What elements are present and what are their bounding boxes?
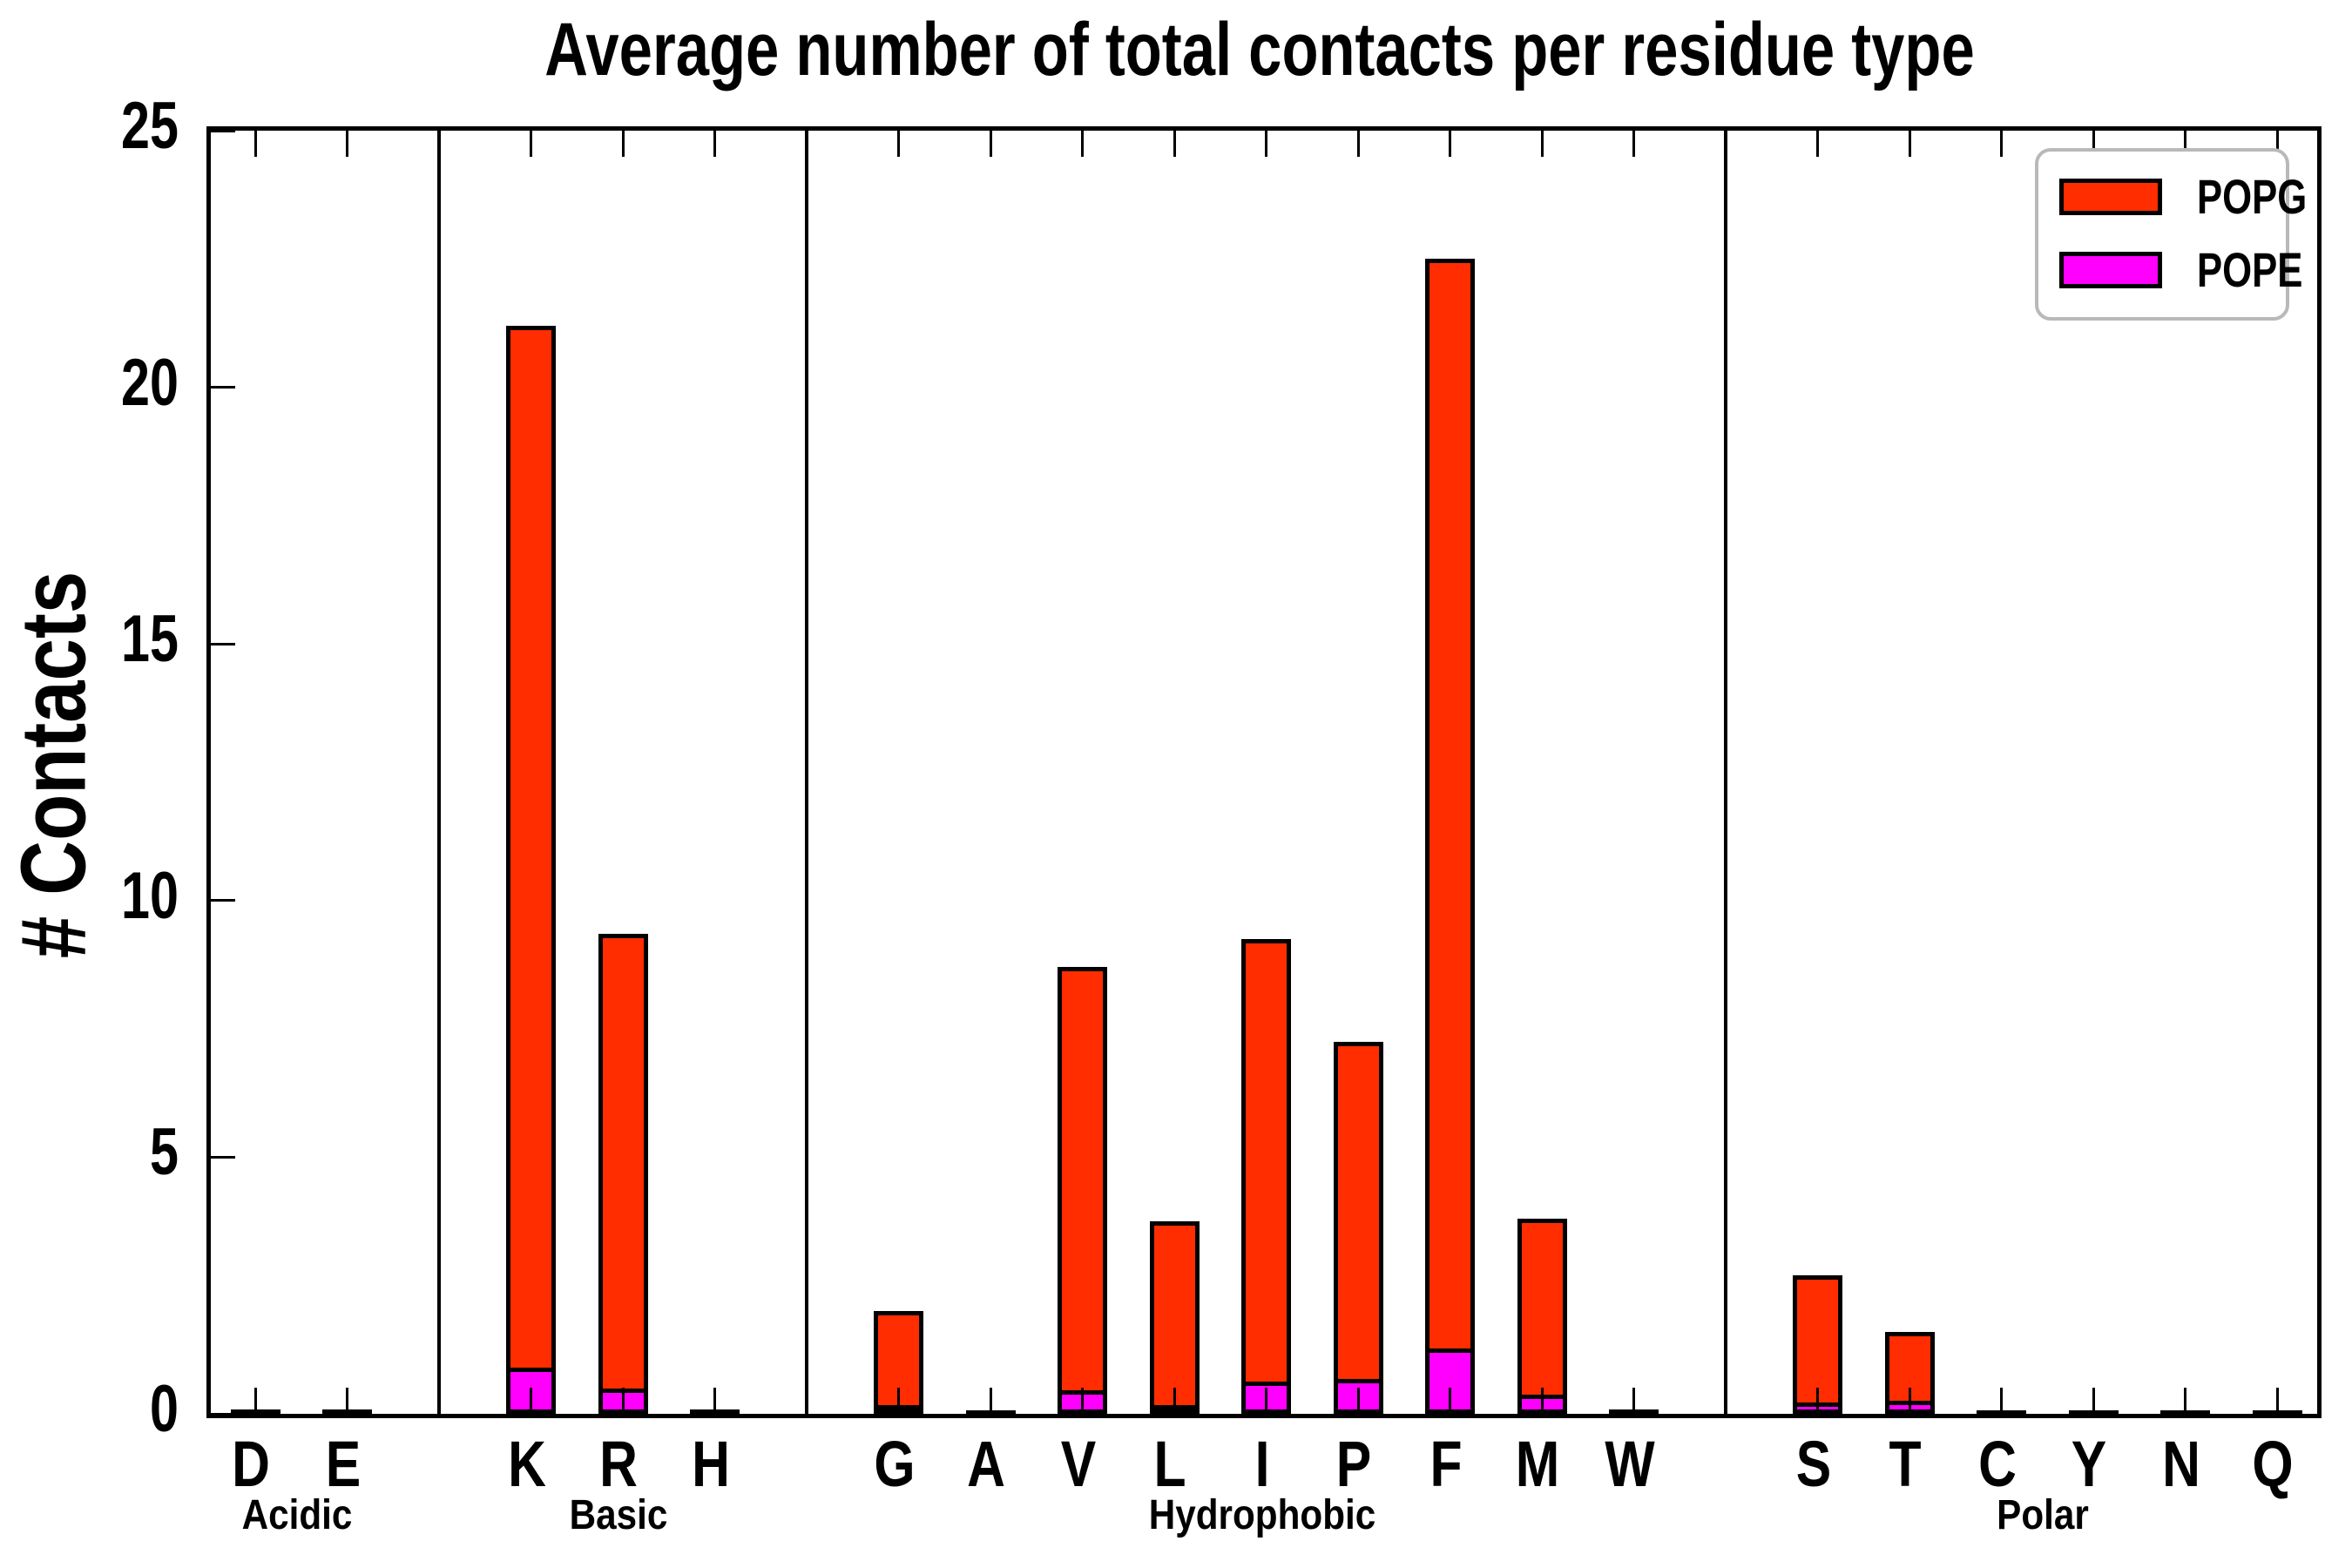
group-separator-1	[805, 131, 808, 1414]
x-tick-top-E	[346, 131, 348, 157]
x-tick-bottom-M	[1540, 1388, 1544, 1414]
y-tick-label-20: 20	[121, 345, 179, 420]
x-tick-top-S	[1816, 131, 1819, 157]
x-tick-top-I	[1265, 131, 1267, 157]
bar-popg-F	[1425, 259, 1475, 1414]
x-tick-top-T	[1908, 131, 1911, 157]
x-tick-label-R: R	[599, 1428, 638, 1500]
bar-popg-R	[598, 934, 648, 1414]
y-tick-25	[211, 129, 235, 132]
x-tick-top-Q	[2275, 131, 2279, 157]
x-tick-bottom-Q	[2275, 1388, 2279, 1414]
x-tick-label-I: I	[1254, 1428, 1269, 1500]
x-tick-bottom-V	[1081, 1388, 1084, 1414]
legend-item-pope: POPE	[2059, 246, 2302, 294]
x-tick-top-M	[1540, 131, 1544, 157]
x-tick-top-F	[1449, 131, 1451, 157]
y-tick-0	[211, 1412, 235, 1416]
x-tick-top-G	[897, 131, 900, 157]
x-tick-bottom-W	[1632, 1388, 1635, 1414]
group-label-acidic: Acidic	[241, 1492, 353, 1538]
bar-popg-V	[1058, 967, 1107, 1414]
x-tick-label-T: T	[1889, 1428, 1922, 1500]
x-tick-top-R	[621, 131, 625, 157]
x-tick-label-A: A	[967, 1428, 1005, 1500]
x-tick-bottom-D	[253, 1388, 257, 1414]
x-tick-label-H: H	[691, 1428, 730, 1500]
bar-popg-K	[506, 325, 556, 1414]
y-tick-10	[211, 899, 235, 902]
x-tick-label-F: F	[1429, 1428, 1463, 1500]
bar-popg-M	[1517, 1219, 1567, 1414]
x-tick-bottom-A	[989, 1388, 992, 1414]
x-tick-bottom-N	[2184, 1388, 2186, 1414]
x-tick-top-N	[2184, 131, 2186, 157]
x-tick-bottom-F	[1449, 1388, 1451, 1414]
x-tick-label-D: D	[232, 1428, 270, 1500]
x-tick-top-K	[530, 131, 532, 157]
x-tick-top-H	[713, 131, 716, 157]
group-separator-2	[1724, 131, 1727, 1414]
x-tick-bottom-R	[621, 1388, 625, 1414]
x-tick-label-W: W	[1604, 1428, 1655, 1500]
x-tick-top-D	[253, 131, 257, 157]
x-tick-label-S: S	[1795, 1428, 1831, 1500]
plot-area	[206, 126, 2322, 1418]
x-tick-bottom-K	[530, 1388, 532, 1414]
x-tick-label-E: E	[325, 1428, 361, 1500]
x-tick-label-N: N	[2161, 1428, 2200, 1500]
x-tick-bottom-L	[1173, 1388, 1176, 1414]
y-tick-label-25: 25	[121, 89, 179, 163]
x-tick-bottom-I	[1265, 1388, 1267, 1414]
x-tick-label-C: C	[1977, 1428, 2017, 1500]
x-tick-top-W	[1632, 131, 1635, 157]
x-tick-top-P	[1356, 131, 1360, 157]
y-tick-label-10: 10	[121, 858, 179, 933]
y-tick-label-5: 5	[150, 1115, 179, 1190]
x-tick-top-V	[1081, 131, 1084, 157]
y-tick-20	[211, 386, 235, 389]
x-tick-top-C	[2000, 131, 2003, 157]
legend-swatch-pope	[2059, 252, 2162, 288]
group-label-basic: Basic	[569, 1492, 668, 1538]
y-tick-15	[211, 642, 235, 645]
x-tick-label-Y: Y	[2071, 1428, 2107, 1500]
x-tick-label-K: K	[507, 1428, 546, 1500]
group-label-polar: Polar	[1997, 1492, 2090, 1538]
bar-popg-I	[1241, 939, 1291, 1414]
x-tick-top-Y	[2092, 131, 2095, 157]
legend: POPG POPE	[2035, 148, 2307, 321]
bar-popg-L	[1149, 1221, 1200, 1414]
x-tick-label-L: L	[1153, 1428, 1186, 1500]
legend-label-pope: POPE	[2197, 242, 2303, 297]
y-tick-label-0: 0	[150, 1372, 179, 1446]
legend-item-popg: POPG	[2059, 172, 2307, 221]
x-tick-bottom-G	[897, 1388, 900, 1414]
legend-swatch-popg	[2059, 179, 2162, 215]
x-tick-label-Q: Q	[2252, 1428, 2294, 1500]
x-tick-bottom-Y	[2092, 1388, 2095, 1414]
legend-label-popg: POPG	[2197, 169, 2308, 224]
x-tick-label-M: M	[1515, 1428, 1560, 1500]
x-tick-bottom-T	[1908, 1388, 1911, 1414]
x-tick-bottom-C	[2000, 1388, 2003, 1414]
x-tick-top-L	[1173, 131, 1176, 157]
bar-popg-P	[1333, 1041, 1383, 1414]
x-tick-bottom-P	[1356, 1388, 1360, 1414]
x-tick-bottom-H	[713, 1388, 716, 1414]
x-tick-label-P: P	[1335, 1428, 1372, 1500]
chart-title: Average number of total contacts per res…	[544, 8, 1975, 91]
group-label-hydrophobic: Hydrophobic	[1148, 1492, 1375, 1538]
x-tick-label-G: G	[873, 1428, 916, 1500]
y-tick-label-15: 15	[121, 602, 179, 677]
x-tick-bottom-S	[1816, 1388, 1819, 1414]
x-tick-label-V: V	[1060, 1428, 1096, 1500]
x-tick-top-A	[989, 131, 992, 157]
group-separator-0	[437, 131, 441, 1414]
y-tick-5	[211, 1155, 235, 1159]
x-tick-bottom-E	[346, 1388, 348, 1414]
